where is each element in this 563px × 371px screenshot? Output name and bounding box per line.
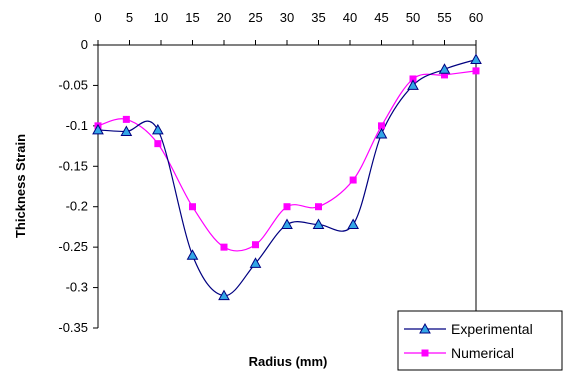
experimental-point — [375, 127, 388, 139]
numerical-legend-marker — [421, 349, 429, 357]
x-tick-label: 45 — [374, 10, 388, 25]
x-tick-label: 10 — [154, 10, 168, 25]
experimental-legend-marker — [419, 322, 431, 334]
x-tick-label: 40 — [343, 10, 357, 25]
experimental-point — [218, 289, 230, 301]
experimental-point — [92, 123, 104, 135]
y-tick-label: -0.2 — [66, 199, 88, 214]
numerical-point — [252, 241, 259, 249]
x-tick-label: 5 — [126, 10, 133, 25]
y-tick-label: -0.25 — [58, 239, 88, 254]
y-tick-label: -0.05 — [58, 77, 88, 92]
x-tick-label: 55 — [437, 10, 451, 25]
y-tick-labels: 0 -0.05 -0.1 -0.15 -0.2 -0.25 -0.3 -0.35 — [58, 37, 88, 335]
numerical-point — [122, 115, 130, 123]
experimental-point — [281, 218, 293, 230]
x-tick-label: 20 — [217, 10, 231, 25]
y-tick-label: -0.15 — [58, 158, 88, 173]
numerical-point — [220, 243, 228, 251]
experimental-point — [347, 218, 359, 230]
experimental-point — [120, 125, 133, 137]
experimental-point — [438, 63, 451, 74]
numerical-point — [472, 67, 480, 75]
experimental-point — [249, 257, 262, 268]
x-tick-label: 35 — [311, 10, 325, 25]
x-tick-label: 50 — [406, 10, 420, 25]
experimental-series-line — [97, 58, 477, 297]
numerical-point — [189, 203, 196, 211]
series-markers — [92, 53, 482, 301]
y-tick-label: -0.1 — [66, 118, 88, 133]
numerical-point — [441, 71, 448, 79]
y-tick-label: -0.35 — [58, 320, 88, 335]
numerical-point — [378, 122, 385, 130]
numerical-legend-label: Numerical — [451, 345, 514, 361]
experimental-point — [152, 123, 164, 135]
legend-box — [397, 310, 563, 371]
y-axis-title: Thickness Strain — [13, 134, 28, 238]
series-lines — [97, 58, 477, 297]
x-tick-label: 15 — [185, 10, 199, 25]
numerical-point — [349, 176, 357, 184]
numerical-point — [154, 140, 162, 148]
x-tick-label: 60 — [469, 10, 483, 25]
y-tick-label: -0.3 — [66, 280, 88, 295]
experimental-point — [407, 79, 419, 90]
experimental-point — [186, 249, 199, 260]
axes — [93, 40, 477, 329]
experimental-point — [470, 53, 482, 65]
legend: Experimental Numerical — [397, 310, 563, 371]
numerical-point — [283, 203, 291, 211]
y-tick-label: 0 — [81, 37, 88, 52]
experimental-point — [312, 218, 325, 230]
x-axis-title: Radius (mm) — [249, 354, 328, 369]
x-tick-label: 30 — [280, 10, 294, 25]
x-tick-label: 0 — [94, 10, 101, 25]
x-tick-label: 25 — [248, 10, 262, 25]
numerical-point — [409, 75, 417, 83]
x-tick-labels: 0 5 10 15 20 25 30 35 40 45 50 55 60 — [94, 10, 483, 25]
numerical-point — [315, 203, 322, 211]
experimental-legend-label: Experimental — [451, 321, 533, 337]
